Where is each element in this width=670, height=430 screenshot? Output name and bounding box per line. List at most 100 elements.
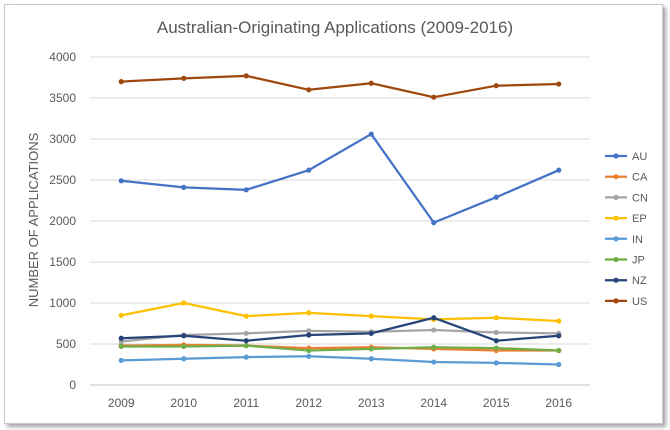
series-line [121, 74, 559, 99]
legend-label: CN [632, 192, 648, 204]
legend-item: US [605, 296, 647, 308]
data-point [306, 353, 312, 359]
x-tick-label: 2016 [545, 396, 572, 410]
y-axis-ticks: 0 500 1000 1500 2000 2500 3000 3500 4000 [49, 50, 76, 392]
data-point [181, 184, 187, 190]
series-line [121, 328, 559, 343]
series-lines [118, 73, 562, 368]
data-point [556, 361, 562, 368]
legend-marker [613, 277, 619, 283]
series-nz [118, 315, 562, 344]
data-point [243, 187, 249, 193]
legend-label: IN [632, 234, 643, 246]
legend-item: NZ [605, 275, 647, 287]
data-point [181, 356, 187, 362]
y-tick-label: 2500 [49, 173, 76, 187]
legend-label: JP [632, 255, 645, 267]
legend-item: IN [605, 234, 643, 246]
series-line [121, 343, 559, 352]
data-point [431, 315, 437, 321]
series-in [118, 353, 562, 368]
data-point [493, 194, 499, 200]
data-point [181, 343, 187, 350]
data-point [431, 94, 437, 100]
y-tick-label: 3000 [49, 132, 76, 146]
chart-frame [4, 4, 663, 424]
x-axis-ticks: 2009 2010 2011 2012 2013 2014 2015 2016 [108, 396, 573, 410]
legend-item: CN [605, 192, 648, 204]
data-point [556, 81, 562, 87]
legend-label: AU [632, 151, 647, 163]
legend-marker [613, 256, 619, 263]
data-point [493, 83, 499, 89]
legend-marker [613, 174, 619, 180]
legend-marker [613, 194, 619, 200]
data-point [556, 333, 562, 339]
y-tick-label: 500 [56, 337, 76, 351]
series-line [121, 301, 559, 323]
series-us [118, 73, 562, 100]
x-tick-label: 2009 [108, 396, 135, 410]
data-point [431, 359, 437, 365]
data-point [181, 333, 187, 339]
data-point [556, 318, 562, 324]
data-point [556, 347, 562, 354]
legend-item: JP [605, 255, 645, 267]
x-tick-label: 2013 [358, 396, 385, 410]
data-point [431, 327, 437, 333]
legend-label: US [632, 296, 647, 308]
legend-item: EP [605, 213, 647, 225]
legend: AU CA CN EP IN JP NZ US [605, 151, 648, 308]
data-point [243, 330, 249, 336]
data-point [243, 343, 249, 349]
data-point [306, 347, 312, 354]
y-tick-label: 3500 [49, 91, 76, 105]
data-point [493, 338, 499, 344]
data-point [368, 346, 374, 352]
data-point [118, 312, 124, 318]
y-tick-label: 4000 [49, 50, 76, 64]
legend-label: CA [632, 172, 648, 184]
x-tick-label: 2012 [295, 396, 322, 410]
data-point [368, 356, 374, 362]
y-tick-label: 1500 [49, 255, 76, 269]
gridlines [90, 56, 590, 386]
y-tick-label: 2000 [49, 214, 76, 228]
legend-item: CA [605, 172, 648, 184]
legend-label: NZ [632, 275, 647, 287]
legend-item: AU [605, 151, 647, 163]
legend-marker [613, 236, 619, 242]
series-line [121, 132, 560, 224]
data-point [306, 332, 312, 338]
data-point [118, 79, 124, 85]
x-tick-label: 2011 [233, 396, 259, 410]
data-point [118, 178, 124, 184]
data-point [118, 335, 124, 341]
data-point [306, 328, 312, 334]
chart-title: Australian-Originating Applications (200… [156, 18, 514, 37]
data-point [181, 75, 187, 81]
legend-marker [613, 298, 619, 304]
y-tick-label: 0 [69, 378, 76, 392]
data-point [493, 360, 499, 366]
data-point [243, 73, 249, 79]
data-point [493, 329, 499, 336]
data-point [243, 338, 249, 344]
series-line [121, 316, 559, 342]
x-tick-label: 2014 [420, 396, 447, 410]
y-tick-label: 1000 [49, 296, 76, 310]
series-line [121, 344, 559, 352]
legend-marker [613, 153, 619, 159]
data-point [431, 344, 437, 350]
data-point [368, 313, 374, 319]
data-point [306, 167, 312, 173]
series-jp [118, 343, 562, 354]
data-point [368, 80, 374, 86]
data-point [306, 87, 312, 93]
data-point [493, 315, 499, 321]
data-point [118, 357, 124, 363]
data-point [243, 354, 249, 360]
data-point [118, 343, 124, 350]
data-point [368, 330, 374, 336]
